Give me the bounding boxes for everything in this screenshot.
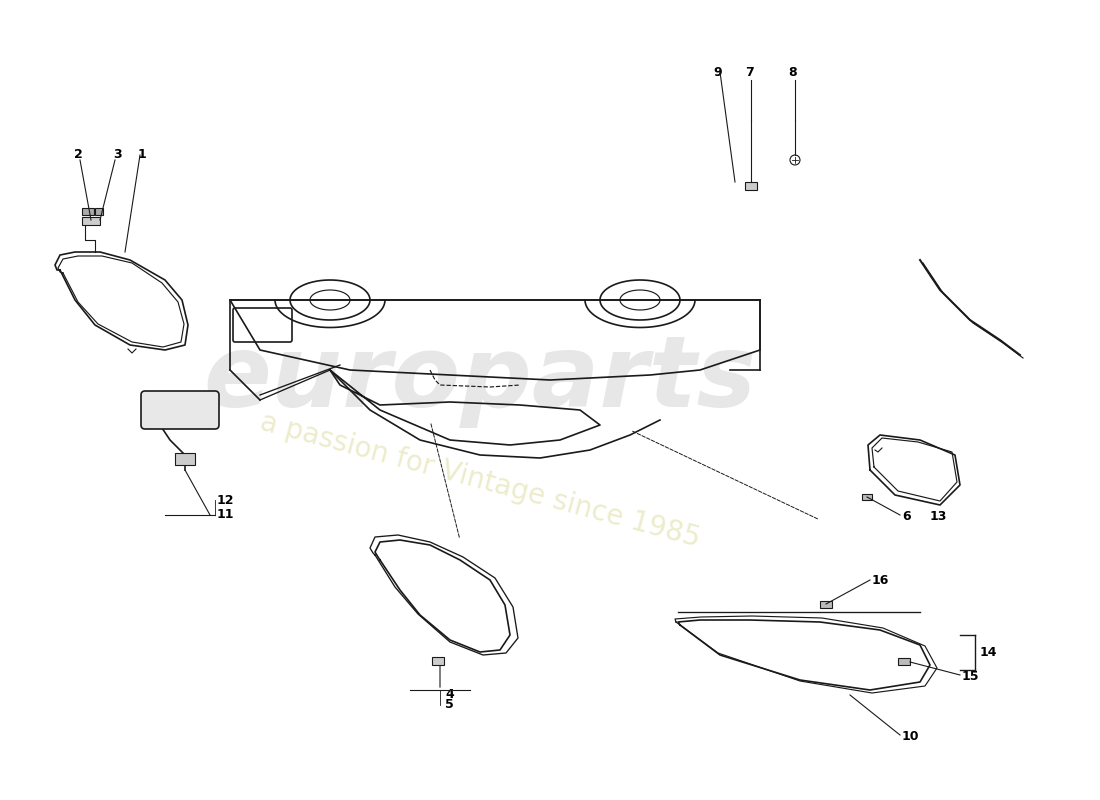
Text: 8: 8 [789,66,797,78]
Text: 5: 5 [446,698,453,711]
Text: 4: 4 [446,689,453,702]
Bar [820,601,832,608]
Bar [745,182,757,190]
Text: 1: 1 [138,149,146,162]
Bar [82,208,94,215]
Bar [432,657,444,665]
Text: 14: 14 [980,646,998,659]
Bar [95,208,103,215]
Text: 11: 11 [217,509,234,522]
Text: 3: 3 [112,149,121,162]
Bar [82,217,100,225]
Text: a passion for Vintage since 1985: a passion for Vintage since 1985 [257,408,703,552]
Bar [862,494,872,500]
Text: 7: 7 [745,66,754,78]
Bar [898,658,910,665]
Text: 2: 2 [74,149,82,162]
Text: 6: 6 [902,510,911,523]
Text: 12: 12 [217,494,234,506]
FancyBboxPatch shape [141,391,219,429]
Text: europarts: europarts [204,331,757,429]
Bar [175,453,195,465]
Text: 16: 16 [872,574,890,586]
Text: 13: 13 [930,510,947,523]
Text: 10: 10 [902,730,920,743]
Text: 15: 15 [962,670,979,683]
Text: 9: 9 [714,66,723,78]
